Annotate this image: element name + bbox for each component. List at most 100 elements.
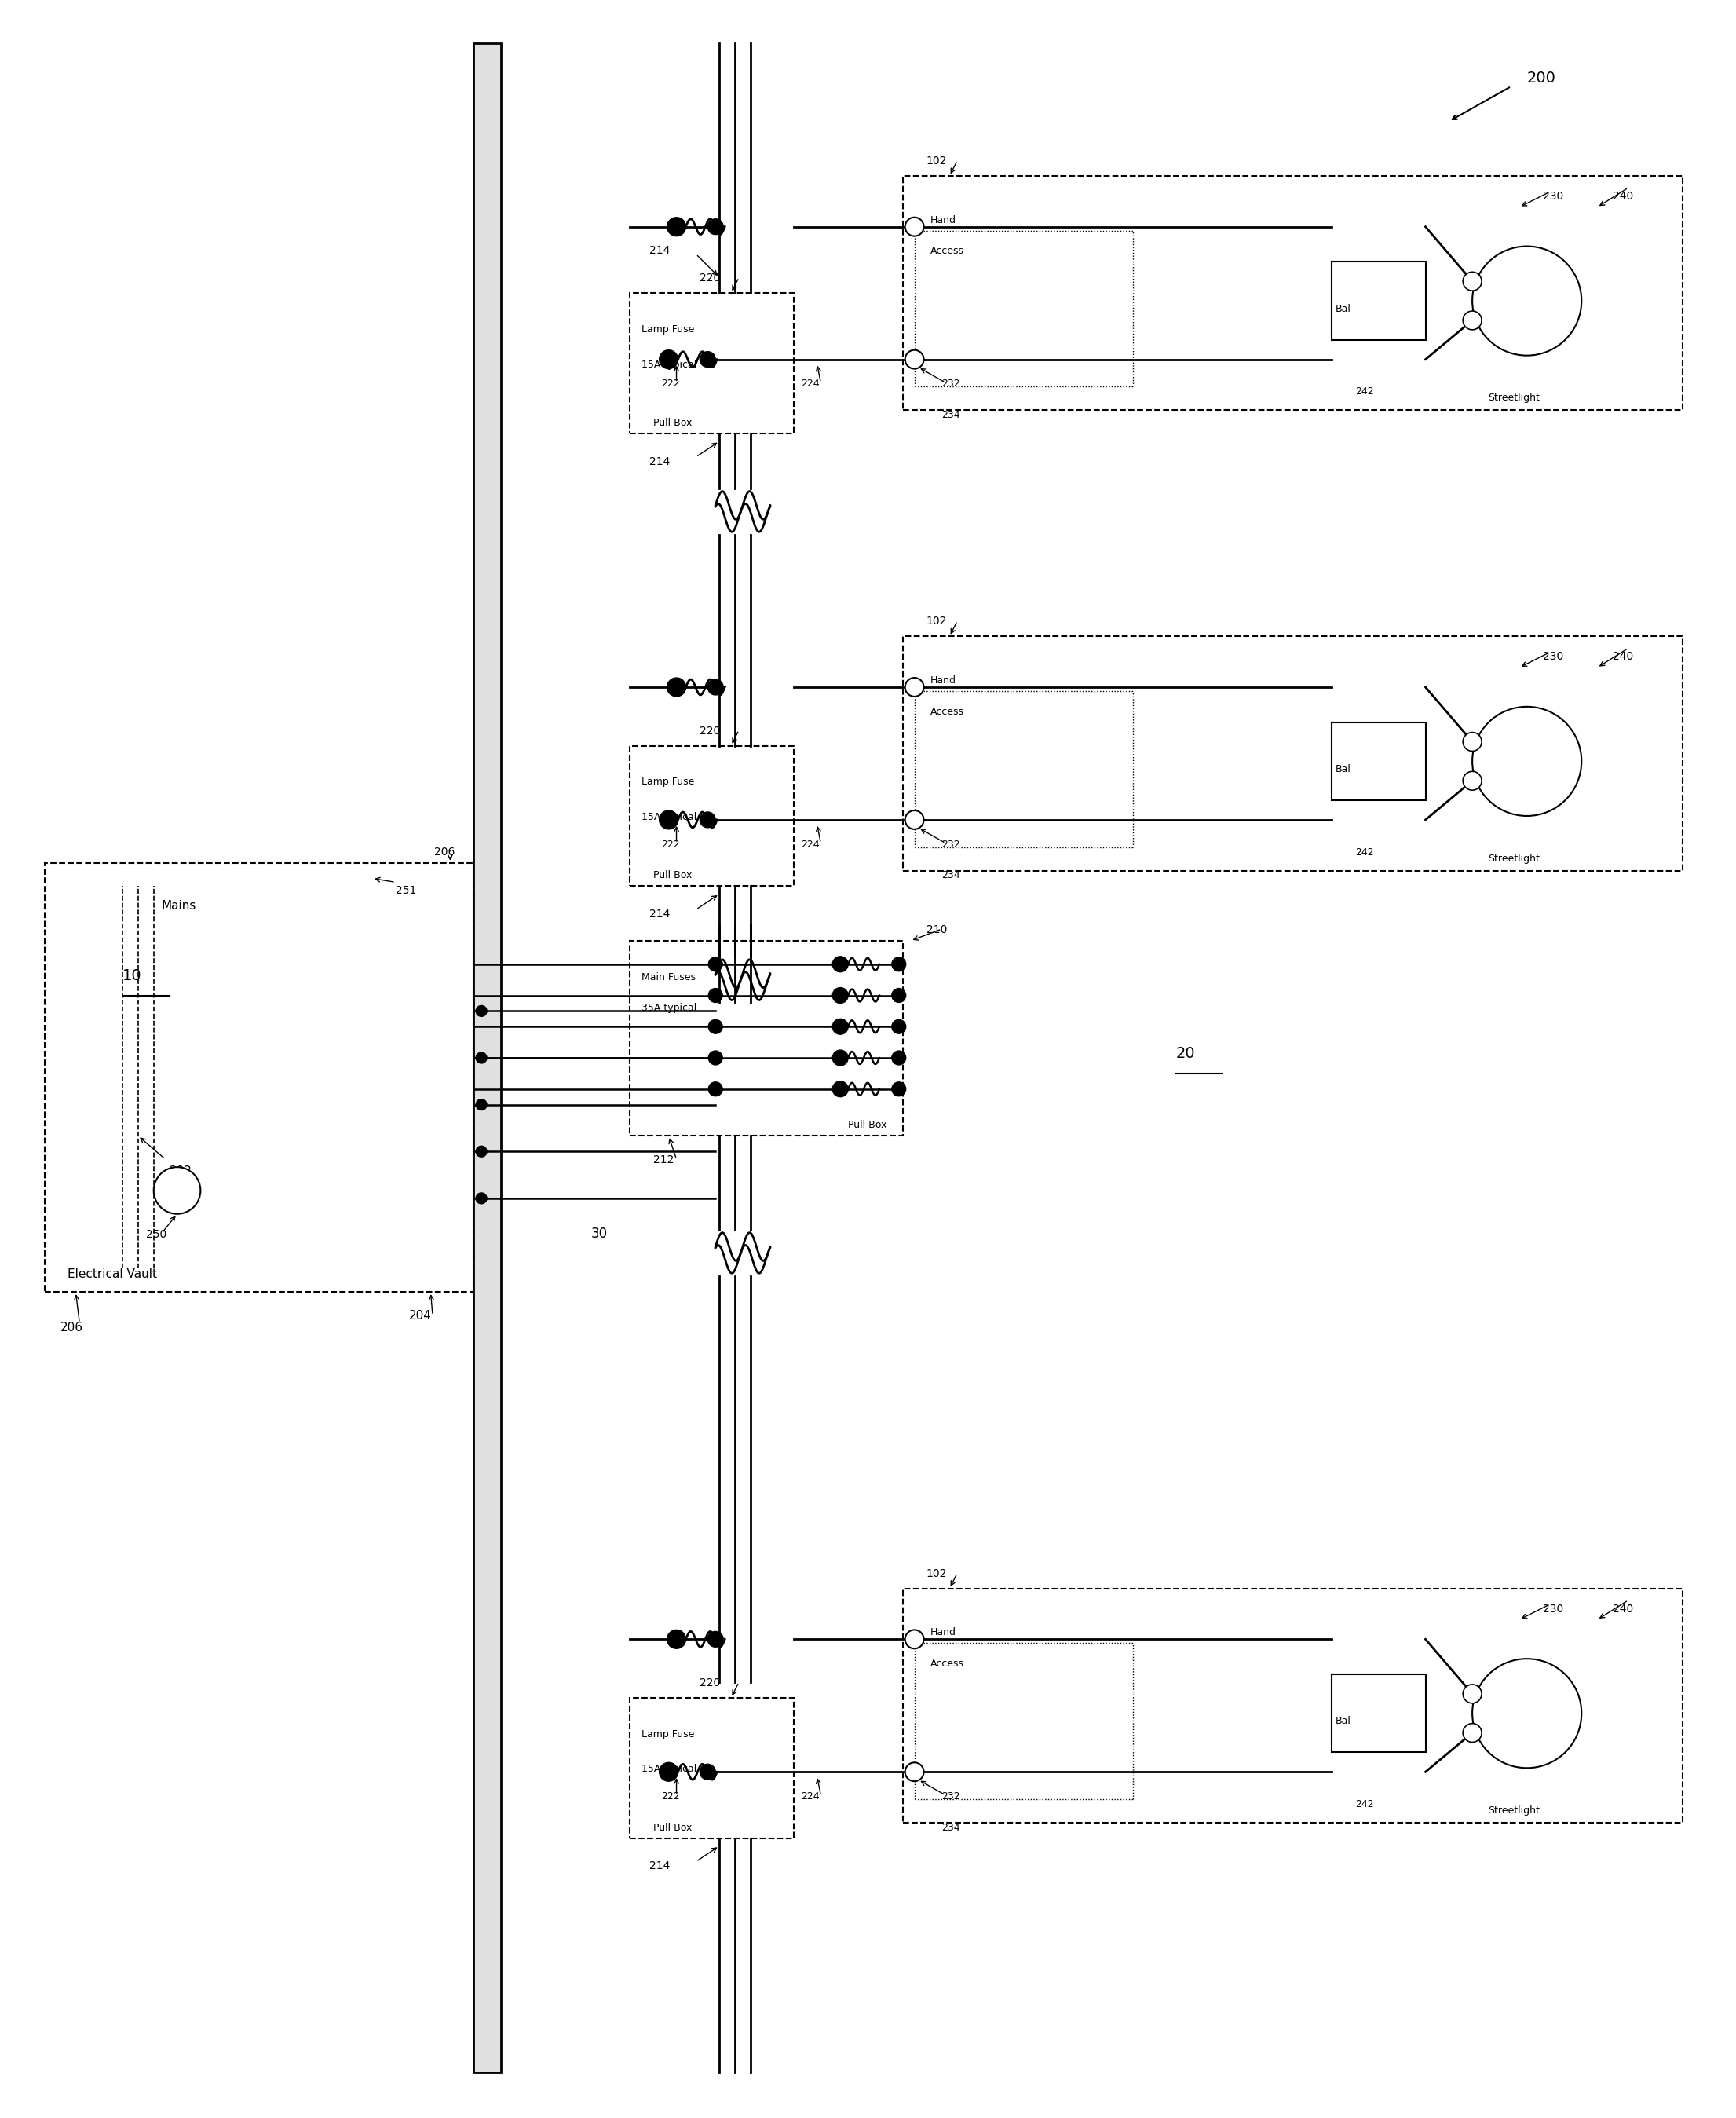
- Circle shape: [1463, 271, 1481, 290]
- Circle shape: [904, 811, 924, 828]
- Text: 202: 202: [170, 1165, 193, 1178]
- Circle shape: [708, 1631, 724, 1648]
- Circle shape: [1463, 1724, 1481, 1743]
- Circle shape: [833, 1082, 849, 1097]
- Text: 232: 232: [941, 839, 960, 849]
- Text: 240: 240: [1613, 191, 1634, 201]
- Text: 212: 212: [653, 1154, 674, 1165]
- Text: Main Fuses: Main Fuses: [641, 972, 696, 983]
- Circle shape: [904, 218, 924, 235]
- Circle shape: [155, 1167, 201, 1214]
- Circle shape: [476, 1053, 486, 1063]
- Text: Lamp Fuse: Lamp Fuse: [641, 1728, 694, 1739]
- Circle shape: [833, 1019, 849, 1034]
- Text: Pull Box: Pull Box: [653, 417, 693, 428]
- Circle shape: [833, 1051, 849, 1065]
- Circle shape: [1463, 311, 1481, 330]
- Text: 204: 204: [410, 1309, 432, 1322]
- Text: 222: 222: [661, 839, 679, 849]
- Circle shape: [667, 1631, 686, 1648]
- Text: Bal: Bal: [1335, 303, 1351, 313]
- Circle shape: [700, 811, 715, 828]
- Circle shape: [1463, 1684, 1481, 1703]
- Text: 234: 234: [941, 411, 960, 419]
- Circle shape: [892, 1082, 906, 1097]
- Text: Lamp Fuse: Lamp Fuse: [641, 777, 694, 788]
- Text: 222: 222: [661, 379, 679, 390]
- Circle shape: [660, 811, 679, 828]
- Circle shape: [667, 218, 686, 235]
- Text: 35A typical: 35A typical: [641, 1004, 696, 1012]
- Text: Bal: Bal: [1335, 765, 1351, 775]
- Text: Access: Access: [930, 246, 963, 256]
- Circle shape: [476, 1099, 486, 1110]
- Text: 224: 224: [802, 1792, 819, 1802]
- Circle shape: [904, 678, 924, 697]
- Text: 15A typical: 15A typical: [641, 1764, 696, 1775]
- Polygon shape: [1332, 1675, 1425, 1752]
- Text: Pull Box: Pull Box: [653, 870, 693, 881]
- Circle shape: [476, 1192, 486, 1203]
- Text: 250: 250: [146, 1228, 167, 1239]
- Circle shape: [892, 957, 906, 972]
- Circle shape: [1463, 771, 1481, 790]
- Circle shape: [708, 1019, 722, 1034]
- Text: 10: 10: [123, 968, 142, 983]
- Text: 214: 214: [649, 909, 670, 919]
- Polygon shape: [1332, 722, 1425, 801]
- Text: Streetlight: Streetlight: [1488, 854, 1540, 864]
- Text: 240: 240: [1613, 1603, 1634, 1614]
- Circle shape: [892, 1019, 906, 1034]
- Text: 240: 240: [1613, 650, 1634, 663]
- Text: 214: 214: [649, 455, 670, 468]
- Circle shape: [892, 989, 906, 1002]
- Text: Bal: Bal: [1335, 1716, 1351, 1726]
- Circle shape: [476, 1006, 486, 1017]
- Text: 234: 234: [941, 1824, 960, 1832]
- Circle shape: [904, 1762, 924, 1781]
- Circle shape: [708, 680, 724, 695]
- Circle shape: [1472, 707, 1581, 815]
- Circle shape: [1463, 733, 1481, 752]
- Text: 232: 232: [941, 379, 960, 390]
- Circle shape: [660, 1762, 679, 1781]
- Text: 220: 220: [700, 1677, 720, 1688]
- Text: 234: 234: [941, 870, 960, 881]
- Text: Mains: Mains: [161, 900, 196, 913]
- Text: 242: 242: [1356, 847, 1373, 858]
- Circle shape: [892, 1051, 906, 1065]
- Circle shape: [708, 989, 722, 1002]
- Text: Pull Box: Pull Box: [849, 1120, 887, 1131]
- Text: Electrical Vault: Electrical Vault: [68, 1269, 158, 1279]
- Text: 242: 242: [1356, 388, 1373, 396]
- Text: 20: 20: [1175, 1046, 1194, 1061]
- Text: Lamp: Lamp: [1507, 301, 1531, 309]
- Text: 210: 210: [925, 923, 946, 936]
- Text: 230: 230: [1543, 1603, 1562, 1614]
- Text: 251: 251: [396, 885, 417, 896]
- Text: Pull Box: Pull Box: [653, 1824, 693, 1832]
- Polygon shape: [474, 42, 502, 2071]
- Circle shape: [1472, 246, 1581, 356]
- Text: Access: Access: [930, 1658, 963, 1669]
- Text: 206: 206: [434, 847, 455, 858]
- Circle shape: [476, 1146, 486, 1156]
- Text: 230: 230: [1543, 650, 1562, 663]
- Text: 224: 224: [802, 379, 819, 390]
- Circle shape: [700, 1764, 715, 1779]
- Circle shape: [904, 1631, 924, 1648]
- Text: 232: 232: [941, 1792, 960, 1802]
- Circle shape: [708, 1082, 722, 1097]
- Text: 224: 224: [802, 839, 819, 849]
- Text: 15A typical: 15A typical: [641, 360, 696, 369]
- Text: 30: 30: [590, 1226, 608, 1241]
- Text: 214: 214: [649, 1862, 670, 1872]
- Text: 102: 102: [925, 1567, 946, 1580]
- Text: 220: 220: [700, 273, 720, 284]
- Text: Lamp Fuse: Lamp Fuse: [641, 324, 694, 335]
- Text: Hand: Hand: [930, 1627, 957, 1637]
- Text: 15A typical: 15A typical: [641, 811, 696, 822]
- Text: Hand: Hand: [930, 676, 957, 686]
- Text: Streetlight: Streetlight: [1488, 1805, 1540, 1815]
- Text: 222: 222: [661, 1792, 679, 1802]
